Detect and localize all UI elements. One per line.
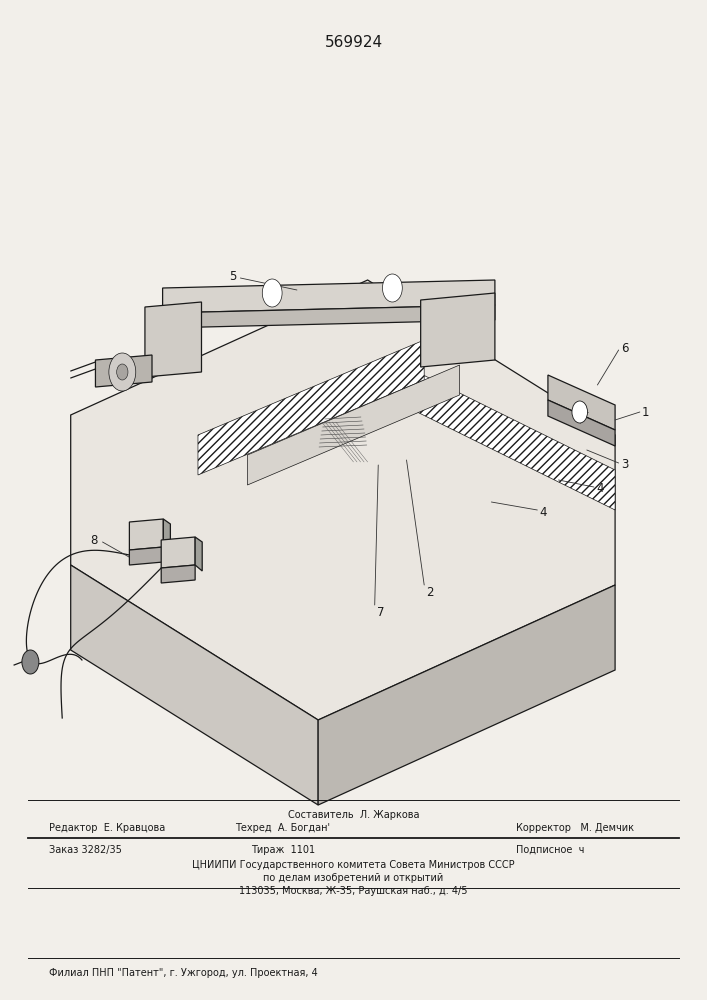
Polygon shape — [421, 293, 495, 367]
Polygon shape — [71, 280, 615, 720]
Text: Техред  А. Богдан': Техред А. Богдан' — [235, 823, 330, 833]
Text: Составитель  Л. Жаркова: Составитель Л. Жаркова — [288, 810, 419, 820]
Polygon shape — [195, 537, 202, 571]
Text: 7: 7 — [377, 605, 385, 618]
Polygon shape — [161, 537, 195, 568]
Text: 1: 1 — [642, 406, 650, 418]
Polygon shape — [548, 400, 615, 446]
Text: ЦНИИПИ Государственного комитета Совета Министров СССР: ЦНИИПИ Государственного комитета Совета … — [192, 860, 515, 870]
Text: по делам изобретений и открытий: по делам изобретений и открытий — [264, 873, 443, 883]
Text: Редактор  Е. Кравцова: Редактор Е. Кравцова — [49, 823, 165, 833]
Circle shape — [109, 353, 136, 391]
Polygon shape — [318, 585, 615, 805]
Polygon shape — [161, 565, 195, 583]
Circle shape — [117, 364, 128, 380]
Polygon shape — [163, 280, 495, 313]
Polygon shape — [198, 340, 424, 475]
Polygon shape — [71, 565, 318, 805]
Text: 6: 6 — [621, 342, 629, 355]
Polygon shape — [95, 355, 152, 387]
Circle shape — [22, 650, 39, 674]
Text: Подписное  ч: Подписное ч — [516, 845, 585, 855]
Text: Тираж  1101: Тираж 1101 — [251, 845, 315, 855]
Text: 113035, Москва, Ж-35, Раушская наб., д. 4/5: 113035, Москва, Ж-35, Раушская наб., д. … — [239, 886, 468, 896]
Polygon shape — [129, 547, 163, 565]
Polygon shape — [247, 365, 460, 485]
Text: 8: 8 — [90, 534, 98, 546]
Text: Филиал ПНП "Патент", г. Ужгород, ул. Проектная, 4: Филиал ПНП "Патент", г. Ужгород, ул. Про… — [49, 968, 318, 978]
Text: 569924: 569924 — [325, 35, 382, 50]
Text: 4: 4 — [539, 506, 547, 518]
Text: 5: 5 — [230, 269, 237, 282]
Circle shape — [382, 274, 402, 302]
Polygon shape — [163, 519, 170, 553]
Polygon shape — [403, 365, 615, 510]
Text: Корректор   М. Демчик: Корректор М. Демчик — [516, 823, 634, 833]
Circle shape — [262, 279, 282, 307]
Circle shape — [572, 401, 588, 423]
Text: 2: 2 — [426, 585, 434, 598]
Polygon shape — [145, 302, 201, 377]
Polygon shape — [129, 519, 163, 550]
Text: 3: 3 — [621, 458, 628, 472]
Polygon shape — [163, 305, 495, 328]
Polygon shape — [548, 375, 615, 430]
Text: Заказ 3282/35: Заказ 3282/35 — [49, 845, 122, 855]
Text: 4: 4 — [596, 483, 604, 495]
